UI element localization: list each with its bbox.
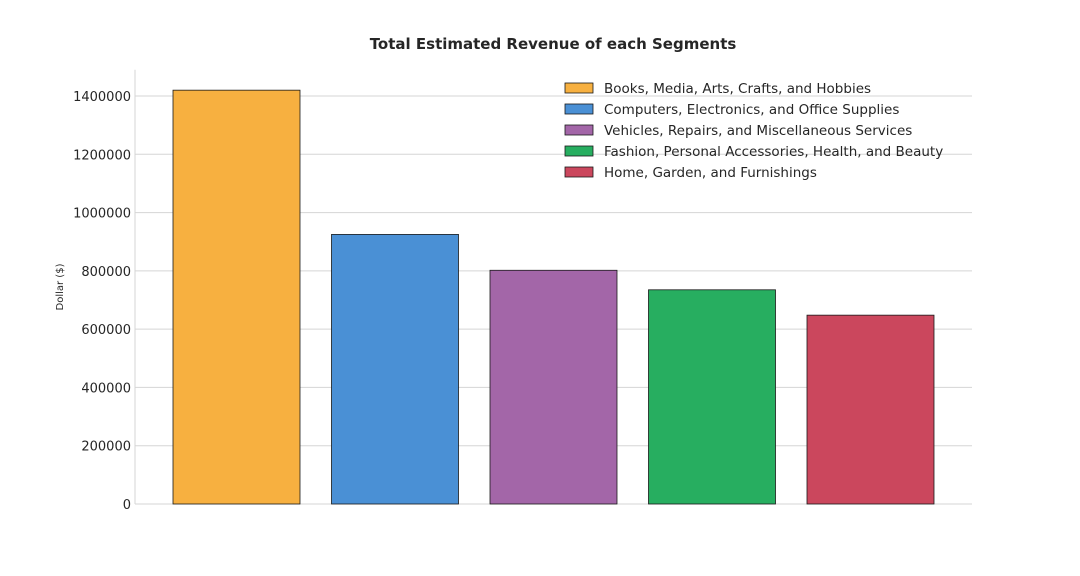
y-tick-label: 0: [123, 498, 131, 513]
bar-2: [331, 234, 459, 505]
y-tick-label: 800000: [81, 265, 131, 280]
legend-label: Vehicles, Repairs, and Miscellaneous Ser…: [604, 123, 912, 139]
y-tick-labels: 0 200000 400000 600000 800000 1000000 1200000 1…: [73, 90, 131, 513]
legend-swatch: [564, 82, 594, 94]
y-axis-label: Dollar ($): [55, 263, 66, 310]
legend-swatch: [564, 145, 594, 157]
bar-4: [648, 289, 776, 505]
legend-label: Books, Media, Arts, Crafts, and Hobbies: [604, 81, 871, 97]
bar-5: [806, 314, 935, 505]
bar-1: [172, 89, 301, 505]
y-tick-label: 1400000: [73, 90, 131, 105]
legend-swatch: [564, 124, 594, 136]
legend-label: Computers, Electronics, and Office Suppl…: [604, 102, 899, 118]
legend-swatch: [564, 103, 594, 115]
y-tick-label: 200000: [81, 440, 131, 455]
y-tick-label: 1000000: [73, 207, 131, 222]
legend-label: Home, Garden, and Furnishings: [604, 165, 817, 181]
legend-swatch: [564, 166, 594, 178]
y-tick-label: 400000: [81, 381, 131, 396]
legend: Books, Media, Arts, Crafts, and Hobbies C…: [564, 81, 943, 181]
legend-label: Fashion, Personal Accessories, Health, a…: [604, 144, 943, 160]
bars: [172, 89, 935, 505]
chart-title: Total Estimated Revenue of each Segments: [370, 35, 737, 53]
bar-3: [489, 269, 618, 505]
y-tick-label: 600000: [81, 323, 131, 338]
y-tick-label: 1200000: [73, 148, 131, 163]
